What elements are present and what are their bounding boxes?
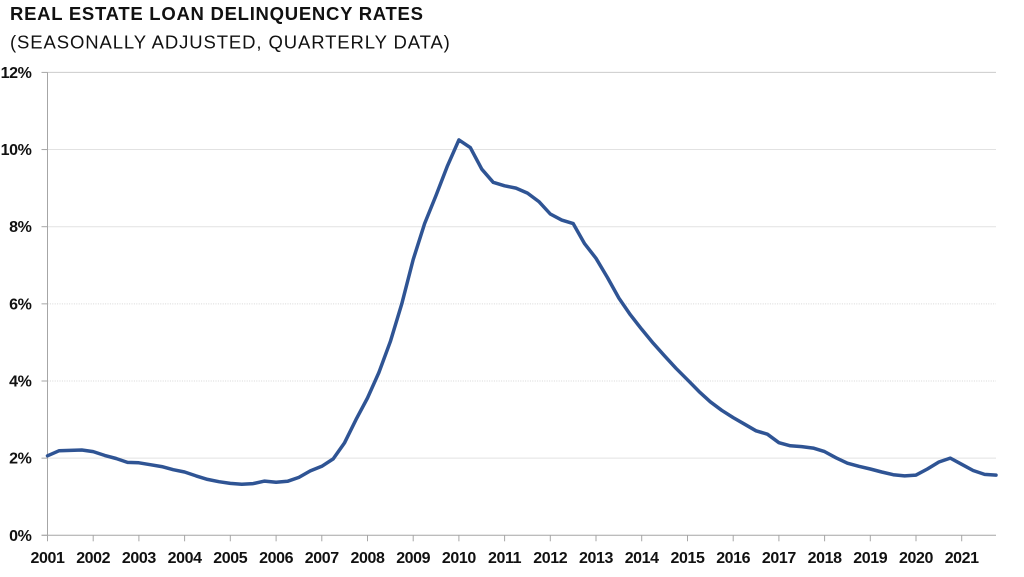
svg-text:2019: 2019 (853, 550, 887, 567)
svg-text:2021: 2021 (945, 550, 979, 567)
svg-text:2003: 2003 (122, 550, 156, 567)
svg-text:2011: 2011 (488, 550, 522, 567)
svg-text:2017: 2017 (762, 550, 796, 567)
svg-text:2013: 2013 (579, 550, 613, 567)
svg-text:2016: 2016 (716, 550, 750, 567)
svg-text:2007: 2007 (305, 550, 339, 567)
svg-text:2014: 2014 (625, 550, 659, 567)
svg-text:12%: 12% (1, 65, 32, 82)
svg-text:10%: 10% (1, 142, 32, 159)
svg-text:2001: 2001 (31, 550, 65, 567)
svg-text:(SEASONALLY ADJUSTED, QUARTERL: (SEASONALLY ADJUSTED, QUARTERLY DATA) (10, 32, 451, 53)
svg-text:2009: 2009 (396, 550, 430, 567)
svg-text:REAL ESTATE LOAN DELINQUENCY R: REAL ESTATE LOAN DELINQUENCY RATES (10, 3, 424, 24)
svg-text:2%: 2% (9, 451, 31, 468)
svg-text:2006: 2006 (259, 550, 293, 567)
svg-text:2010: 2010 (442, 550, 476, 567)
svg-text:4%: 4% (9, 374, 31, 391)
svg-text:2002: 2002 (76, 550, 110, 567)
svg-text:2005: 2005 (213, 550, 247, 567)
svg-text:2004: 2004 (168, 550, 202, 567)
svg-text:0%: 0% (9, 528, 31, 545)
svg-text:2018: 2018 (808, 550, 842, 567)
svg-text:2012: 2012 (533, 550, 567, 567)
svg-text:8%: 8% (9, 219, 31, 236)
svg-text:2015: 2015 (671, 550, 705, 567)
svg-text:2008: 2008 (351, 550, 385, 567)
svg-text:6%: 6% (9, 296, 31, 313)
svg-text:2020: 2020 (899, 550, 933, 567)
